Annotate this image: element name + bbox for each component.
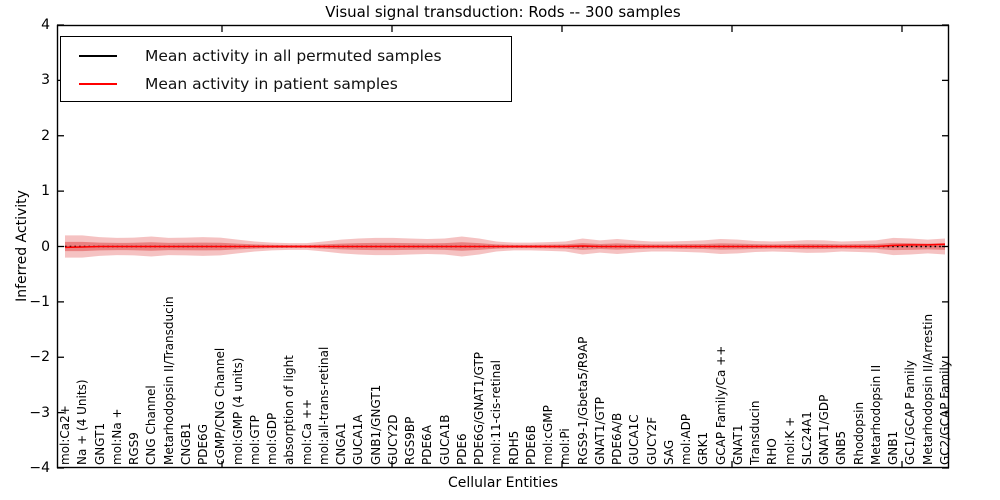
patient-line-swatch bbox=[79, 83, 117, 85]
x-category-label: mol:all-trans-retinal bbox=[316, 346, 331, 465]
x-category-label: absorption of light bbox=[282, 355, 297, 465]
x-category-label: mol:GTP bbox=[247, 415, 262, 465]
x-category-label: GNB1/GNGT1 bbox=[368, 384, 383, 465]
x-category-label: GC1/GCAP Family bbox=[903, 360, 918, 465]
x-category-label: Transducin bbox=[748, 400, 763, 465]
x-category-label: Rhodopsin bbox=[851, 401, 866, 465]
x-category-label: GUCY2F bbox=[644, 416, 659, 465]
x-category-label: RHO bbox=[765, 438, 780, 465]
y-tick-label: −4 bbox=[29, 460, 50, 476]
x-category-label: GNB5 bbox=[834, 430, 849, 465]
y-tick-label: 0 bbox=[41, 238, 50, 255]
x-category-label: RGS9BP bbox=[403, 416, 418, 465]
x-category-label: mol:Na + bbox=[109, 408, 124, 465]
y-tick-label: 2 bbox=[41, 127, 50, 144]
x-category-label: SAG bbox=[661, 439, 676, 465]
x-category-label: mol:K + bbox=[782, 416, 797, 465]
x-category-label: PDE6A bbox=[420, 425, 435, 465]
patient-mean-line bbox=[64, 243, 946, 249]
legend-label: Mean activity in patient samples bbox=[145, 75, 398, 93]
x-category-label: GNAT1/GTP bbox=[592, 397, 607, 465]
x-category-label: CNGA1 bbox=[334, 422, 349, 466]
legend-label: Mean activity in all permuted samples bbox=[145, 47, 442, 65]
x-category-label: RGS9 bbox=[127, 432, 142, 465]
x-category-label: CNGB1 bbox=[178, 422, 193, 465]
x-category-label: GRK1 bbox=[696, 431, 711, 465]
x-category-label: PDE6B bbox=[523, 425, 538, 465]
y-tick-label: −3 bbox=[29, 404, 50, 421]
x-category-label: Metarhodopsin II/Transducin bbox=[161, 296, 176, 465]
x-category-label: CNG Channel bbox=[144, 385, 159, 465]
x-category-label: Metarhodopsin II/Arrestin bbox=[920, 313, 935, 465]
x-category-label: mol:Ca ++ bbox=[299, 398, 314, 465]
x-category-label: GUCY2D bbox=[385, 414, 400, 465]
x-category-label: Metarhodopsin II bbox=[868, 364, 883, 465]
chart-title: Visual signal transduction: Rods -- 300 … bbox=[325, 3, 681, 21]
y-tick-label: 1 bbox=[41, 183, 50, 200]
x-category-label: GUCA1A bbox=[351, 414, 366, 465]
x-category-label: GCAP Family/Ca ++ bbox=[713, 345, 728, 465]
y-tick-label: 3 bbox=[41, 72, 50, 89]
x-category-label: GNGT1 bbox=[92, 422, 107, 465]
x-category-label: PDE6A/B bbox=[610, 412, 625, 465]
x-category-label: mol:cGMP bbox=[541, 405, 556, 465]
x-category-label: cGMP/CNG Channel bbox=[213, 347, 228, 465]
x-axis-label: Cellular Entities bbox=[447, 475, 559, 491]
x-category-label: PDE6G/GNAT1/GTP bbox=[472, 351, 487, 465]
x-category-label: GNAT1/GDP bbox=[817, 394, 832, 465]
legend: Mean activity in all permuted samples Me… bbox=[60, 36, 512, 102]
x-category-label: mol:Ca2+ bbox=[58, 405, 72, 465]
x-category-label: GUCA1B bbox=[437, 414, 452, 465]
x-category-label: mol:ADP bbox=[679, 413, 694, 465]
y-tick-label: 4 bbox=[41, 17, 50, 33]
x-category-label: Na + (4 Units) bbox=[75, 379, 90, 465]
permuted-line-swatch bbox=[79, 55, 117, 57]
x-category-label: GC2/GCAP Family bbox=[938, 360, 952, 465]
legend-item-patient: Mean activity in patient samples bbox=[61, 70, 511, 98]
x-category-label: GUCA1C bbox=[627, 414, 642, 465]
y-tick-label: −1 bbox=[29, 293, 50, 310]
x-category-label: mol:GDP bbox=[265, 412, 280, 465]
legend-item-permuted: Mean activity in all permuted samples bbox=[61, 42, 511, 70]
y-tick-label: −2 bbox=[29, 349, 50, 366]
x-category-label: GNB1 bbox=[886, 430, 901, 465]
x-category-label: PDE6 bbox=[454, 433, 469, 465]
x-category-label: PDE6G bbox=[196, 424, 211, 465]
x-category-label: mol:GMP (4 units) bbox=[230, 357, 245, 465]
x-category-label: SLC24A1 bbox=[799, 411, 814, 465]
x-category-label: RGS9-1/Gbeta5/R9AP bbox=[575, 336, 590, 465]
x-category-label: GNAT1 bbox=[730, 424, 745, 465]
x-category-label: RDH5 bbox=[506, 430, 521, 465]
x-category-label: mol:11-cis-retinal bbox=[489, 360, 504, 465]
x-category-label: mol:Pi bbox=[558, 428, 573, 465]
